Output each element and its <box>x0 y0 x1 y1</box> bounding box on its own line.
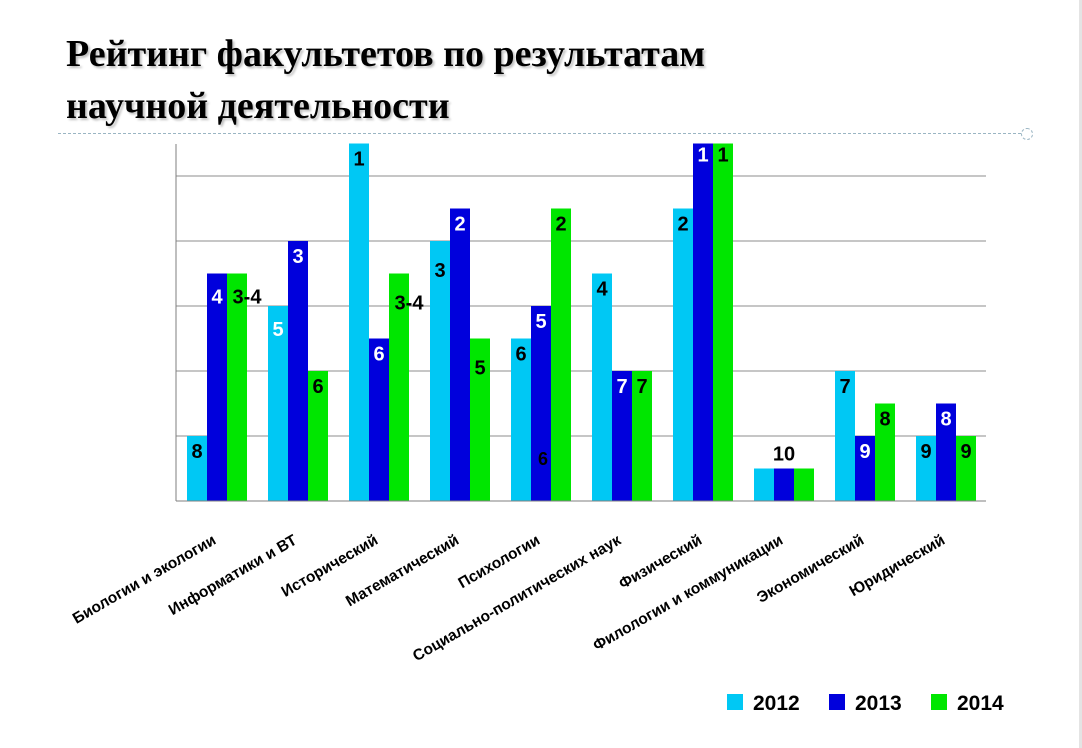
data-label-2012-5: 6 <box>515 344 526 366</box>
data-label-2012-1: 8 <box>191 441 202 463</box>
data-label-2013-10: 8 <box>940 409 951 431</box>
data-label-2013-2: 3 <box>292 246 303 268</box>
legend-swatch-2013 <box>829 694 845 710</box>
bar-2013-1 <box>207 273 227 501</box>
data-label-2014-2: 6 <box>312 376 323 398</box>
data-label-2012-7: 2 <box>677 214 688 236</box>
bar-2013-8 <box>774 468 794 501</box>
bar-2012-6 <box>592 273 612 501</box>
data-label-2013-9: 9 <box>859 441 870 463</box>
data-label-2014-9: 8 <box>879 409 890 431</box>
chart-legend: 2012 2013 2014 <box>727 692 1004 715</box>
data-label-2014-6: 7 <box>636 376 647 398</box>
bar-2014-3 <box>389 273 409 501</box>
data-label-2014-5: 2 <box>555 214 566 236</box>
data-label-2013-6: 7 <box>616 376 627 398</box>
data-label-2013-8: 10 <box>773 444 795 466</box>
title-divider <box>58 133 1026 134</box>
bar-2012-5 <box>511 338 531 501</box>
data-label-2012-6: 4 <box>596 279 608 301</box>
bar-2013-6 <box>612 371 632 501</box>
bar-2012-3 <box>349 143 369 501</box>
data-label-2012-3: 1 <box>353 149 364 171</box>
bar-2014-2 <box>308 371 328 501</box>
data-label-2014-3: 3-4 <box>395 293 425 315</box>
bar-2012-9 <box>835 371 855 501</box>
slide-right-border <box>1079 0 1082 748</box>
stray-data-label: 6 <box>538 449 548 469</box>
legend-label-2014: 2014 <box>957 692 1004 715</box>
data-label-2013-4: 2 <box>454 214 465 236</box>
page-title-line-1: Рейтинг факультетов по результатам <box>66 33 706 75</box>
bar-2014-4 <box>470 338 490 501</box>
chart-bars <box>187 143 976 501</box>
data-label-2014-4: 5 <box>474 358 485 380</box>
page-title: Рейтинг факультетов по результатам научн… <box>66 28 966 132</box>
bar-2012-4 <box>430 241 450 501</box>
bar-2013-9 <box>855 436 875 501</box>
data-label-2013-3: 6 <box>373 344 384 366</box>
data-label-2014-1: 3-4 <box>233 287 263 309</box>
data-label-2014-7: 1 <box>717 145 728 167</box>
legend-swatch-2012 <box>727 694 743 710</box>
bar-2014-1 <box>227 273 247 501</box>
bar-2014-5 <box>551 208 571 501</box>
bar-2012-10 <box>916 436 936 501</box>
bar-2014-8 <box>794 468 814 501</box>
legend-label-2013: 2013 <box>855 692 902 715</box>
legend-swatch-2014 <box>931 694 947 710</box>
data-label-2012-2: 5 <box>272 319 283 341</box>
category-label-2: Информатики и ВТ <box>166 531 301 619</box>
title-divider-ornament <box>1021 128 1033 140</box>
bar-2012-8 <box>754 468 774 501</box>
data-label-2012-9: 7 <box>839 376 850 398</box>
bar-2014-7 <box>713 143 733 501</box>
bar-2012-2 <box>268 306 288 501</box>
bar-2013-3 <box>369 338 389 501</box>
data-label-2013-5: 5 <box>535 311 546 333</box>
data-label-2012-10: 9 <box>920 441 931 463</box>
bar-2014-6 <box>632 371 652 501</box>
category-label-1: Биологии и экологии <box>70 532 219 628</box>
bar-2014-10 <box>956 436 976 501</box>
page-title-line-2: научной деятельности <box>66 85 450 127</box>
bar-2012-7 <box>673 208 693 501</box>
data-label-2013-7: 1 <box>697 145 708 167</box>
data-label-2013-1: 4 <box>211 287 223 309</box>
data-label-2012-4: 3 <box>434 260 445 282</box>
bar-2013-7 <box>693 143 713 501</box>
bar-2013-4 <box>450 208 470 501</box>
bar-2014-9 <box>875 403 895 501</box>
bar-2013-10 <box>936 403 956 501</box>
legend-label-2012: 2012 <box>753 692 800 715</box>
bar-2013-2 <box>288 241 308 501</box>
bar-2012-1 <box>187 436 207 501</box>
bar-2013-5 <box>531 306 551 501</box>
data-label-2014-10: 9 <box>960 441 971 463</box>
